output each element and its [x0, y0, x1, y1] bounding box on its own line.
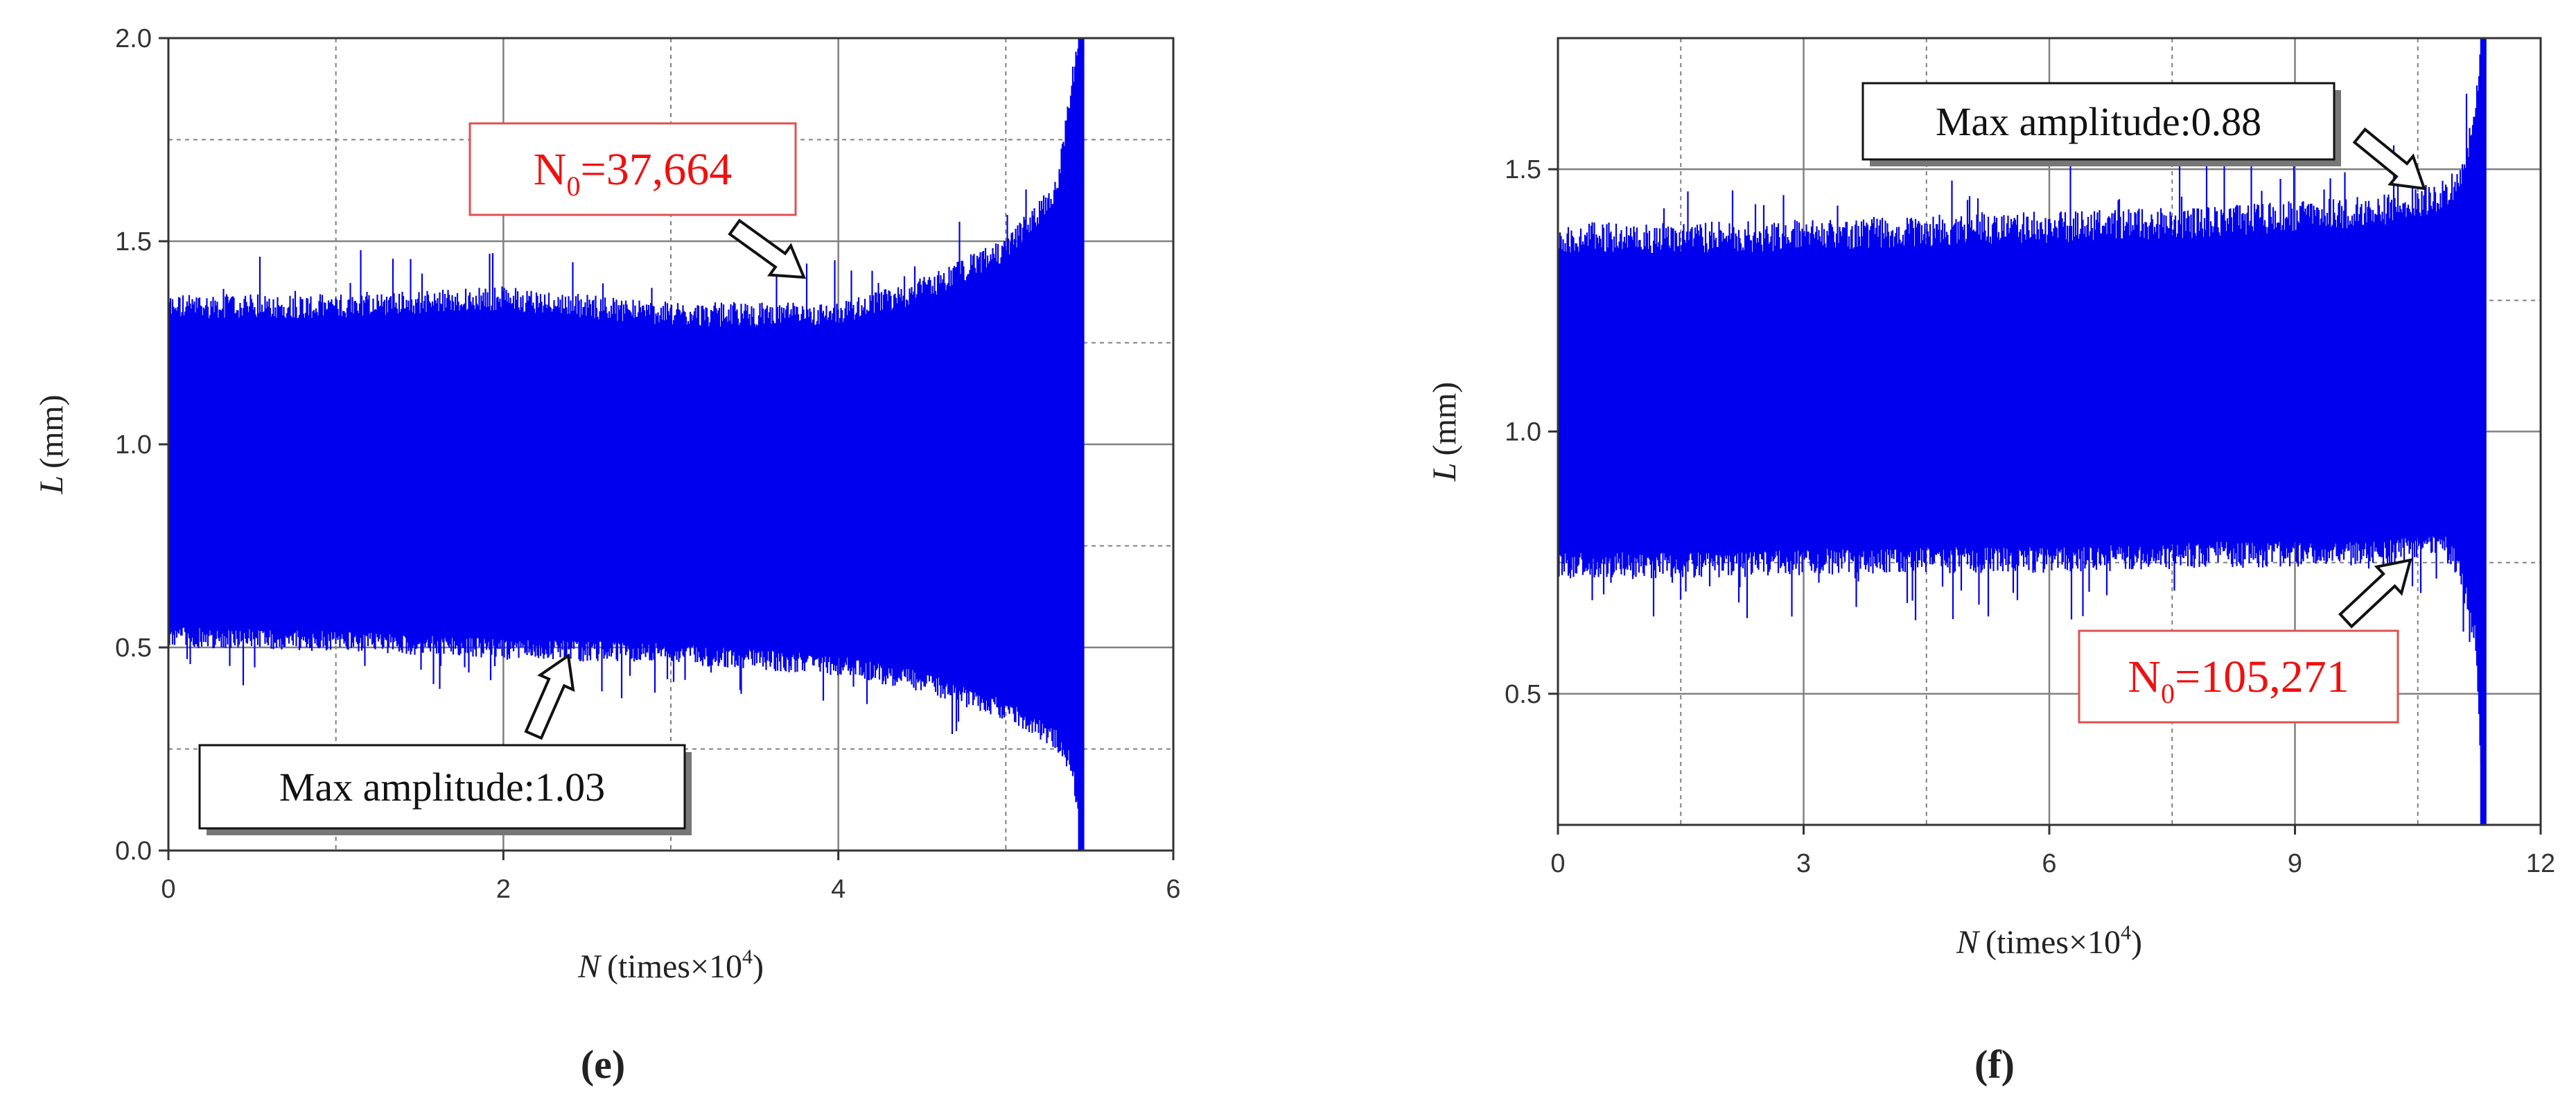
- annotation-box: [198, 744, 686, 830]
- annotation-sub: 0: [2161, 678, 2175, 709]
- annotation-text: Max amplitude:0.88: [1936, 99, 2261, 144]
- max-amplitude-annotation: Max amplitude:1.03: [198, 653, 692, 835]
- x-axis-var: N: [577, 948, 602, 985]
- n0-annotation: N0=37,664: [468, 122, 807, 279]
- y-axis-var: L: [33, 476, 70, 495]
- annotation-main: N: [534, 144, 567, 195]
- y-axis-label: L (mm): [33, 394, 70, 494]
- x-tick-label: 4: [831, 875, 845, 904]
- annotation-text: N0=37,664: [534, 144, 732, 202]
- panel-label: (f): [1974, 1042, 2015, 1087]
- x-tick-label: 0: [1550, 849, 1565, 878]
- y-tick-label: 0.5: [1505, 680, 1541, 709]
- panel-label: (e): [581, 1042, 625, 1087]
- x-axis-sup: 4: [2121, 921, 2131, 944]
- annotation-arrow: [2352, 127, 2426, 191]
- annotation-box: [1861, 82, 2336, 161]
- x-axis-var: N: [1956, 924, 1981, 961]
- x-tick-label: 3: [1796, 849, 1811, 878]
- x-axis-sup: 4: [742, 946, 753, 968]
- annotation-arrow: [524, 653, 575, 740]
- annotation-box: [2078, 629, 2399, 724]
- x-tick-label: 6: [1166, 875, 1180, 904]
- x-tick-label: 0: [161, 875, 175, 904]
- y-axis-label: L (mm): [1426, 382, 1463, 482]
- y-tick-label: 0.5: [115, 634, 152, 663]
- annotation-box: [468, 122, 797, 216]
- y-tick-label: 0.0: [115, 837, 152, 866]
- annotation-arrow: [2338, 558, 2412, 629]
- annotation-arrow: [728, 218, 807, 279]
- y-tick-label: 1.5: [115, 227, 152, 256]
- y-tick-label: 2.0: [115, 24, 152, 53]
- x-tick-label: 12: [2526, 849, 2555, 878]
- y-axis-var: L: [1426, 462, 1463, 482]
- y-tick-label: 1.0: [1505, 418, 1541, 447]
- y-tick-label: 1.0: [115, 430, 152, 460]
- annotation-text: Max amplitude:1.03: [279, 765, 605, 810]
- annotation-rest: =37,664: [580, 144, 732, 195]
- x-axis-close: ): [2131, 924, 2142, 961]
- x-axis-label: N (times×104): [1956, 921, 2142, 961]
- annotation-text: N0=105,271: [2128, 652, 2349, 709]
- y-axis-text: (mm): [33, 394, 70, 469]
- x-tick-label: 2: [496, 875, 511, 904]
- x-axis-text: (times×10: [1986, 924, 2121, 961]
- annotation-rest: =105,271: [2175, 652, 2349, 702]
- chart-panel-f: 0 3 6 9 120.51.01.5N (times×104)L(mm)(f)Max a…: [1426, 37, 2555, 1087]
- y-axis-text: (mm): [1426, 382, 1463, 456]
- x-tick-label: 9: [2288, 849, 2302, 878]
- y-tick-label: 1.5: [1505, 155, 1541, 184]
- annotation-main: Max amplitude:0.88: [1936, 99, 2261, 144]
- max-amplitude-annotation: Max amplitude:0.88: [1861, 82, 2426, 191]
- x-tick-label: 6: [2042, 849, 2056, 878]
- annotation-sub: 0: [566, 171, 580, 202]
- x-axis-label: N (times×104): [577, 946, 764, 985]
- annotation-main: N: [2128, 652, 2161, 702]
- annotation-main: Max amplitude:1.03: [279, 765, 605, 810]
- x-axis-close: ): [753, 948, 764, 985]
- x-axis-text: (times×10: [607, 948, 742, 985]
- n0-annotation: N0=105,271: [2078, 558, 2412, 724]
- chart-panel-e: 0 2 4 60.00.51.01.52.0N (times×104)L(mm)(e)N…: [33, 24, 1181, 1087]
